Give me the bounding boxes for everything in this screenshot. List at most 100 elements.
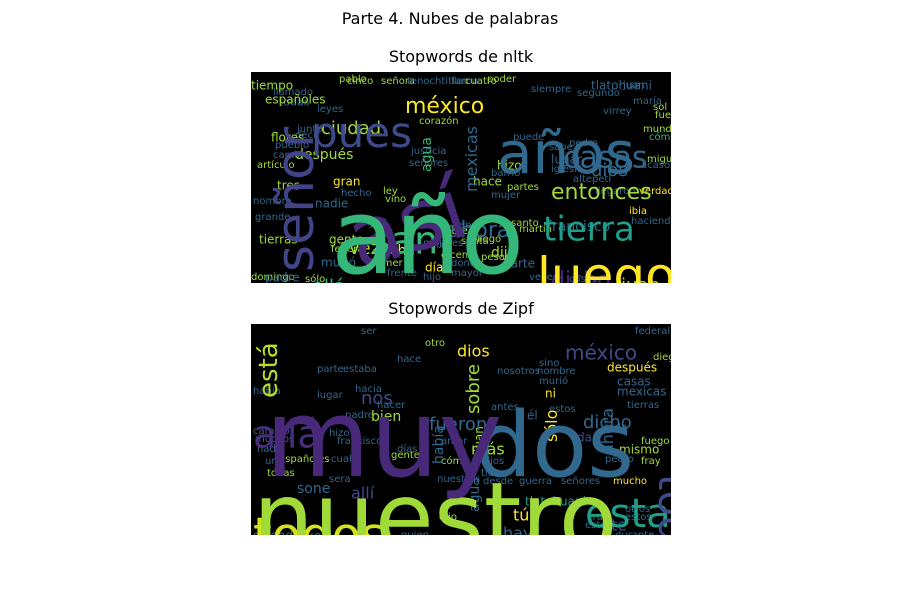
word-después: después (295, 147, 353, 163)
word-murió: murió (321, 255, 356, 269)
word-uno: uno (265, 456, 284, 467)
word-dijo: dijo (439, 512, 457, 523)
word-junto: junto (296, 124, 323, 135)
word-esto: esto (635, 530, 661, 535)
word-todas: todas (267, 468, 295, 479)
word-cual: cual (331, 454, 352, 465)
word-más: más (471, 439, 505, 458)
word-fray: fray (641, 456, 661, 467)
word-mucho: mucho (613, 476, 647, 487)
word-cada: cada (603, 422, 627, 433)
word-estos: estos (625, 512, 652, 523)
word-desde: desde (483, 476, 513, 487)
word-agua: agua (467, 477, 483, 512)
word-otro: otro (425, 338, 445, 349)
word-diego: diego (653, 352, 671, 363)
word-cruz: cruz (587, 512, 608, 523)
word-cruz: cruz (431, 240, 452, 251)
word-sone: sone (297, 481, 330, 497)
word-pobre: pobre (439, 226, 468, 237)
word-hijo: hijo (423, 272, 441, 283)
word-sino: sino (539, 358, 559, 369)
word-tierras: tierras (627, 400, 659, 411)
word-méxico: méxico (405, 94, 484, 119)
word-llamado: llamado (273, 87, 313, 98)
word-decir: decir (295, 130, 321, 141)
word-esta: esta (585, 491, 671, 535)
word-mexicas: mexicas (617, 384, 667, 398)
word-día: día (425, 260, 443, 274)
word-después: después (607, 360, 657, 374)
word-donde: donde (451, 258, 482, 269)
word-vino: vino (385, 194, 406, 205)
word-era: era (417, 518, 587, 535)
word-sólo: sólo (305, 273, 325, 283)
word-dios: dios (457, 341, 490, 360)
word-segundo: segundo (577, 88, 620, 99)
word-allí: allí (351, 483, 375, 502)
word-pueblo: pueblo (275, 140, 309, 151)
word-ibia: ibia (629, 206, 647, 217)
word-fueron: fueron (429, 414, 487, 435)
word-guerra: guerra (519, 476, 552, 487)
word-dicha: dicha (377, 243, 415, 259)
word-parte: parte (503, 256, 535, 270)
word-comer: comer (371, 258, 404, 269)
word-vez: vez (349, 238, 380, 259)
word-murió: murió (539, 375, 568, 387)
word-nada: nada (257, 444, 282, 455)
word-hacer: hacer (377, 400, 406, 411)
word-juan: juan (622, 80, 645, 91)
word-casas: casas (563, 140, 648, 175)
word-santo: santo (511, 218, 539, 229)
word-todos: todos (253, 507, 386, 535)
word-están: están (585, 519, 613, 531)
panel-title-nltk: Stopwords de nltk (388, 47, 534, 66)
word-había: había (431, 425, 447, 464)
word-ser: ser (361, 326, 377, 337)
word-pues: pues (311, 108, 412, 157)
word-grande: grande (255, 212, 290, 223)
word-allá: allá (313, 276, 345, 283)
word-cómo: cómo (441, 455, 468, 467)
word-tenochtitlan: tenochtitlan (407, 76, 467, 87)
word-llama: llama (451, 76, 479, 87)
word-señores: señores (561, 476, 600, 487)
word-todas: todas (279, 96, 310, 109)
word-estaba: estaba (343, 364, 377, 375)
word-ciudad: ciudad (253, 528, 293, 535)
word-federal: federal (635, 326, 670, 337)
word-ahora: ahora (598, 408, 617, 454)
wordcloud-zipf: fuego otro hacer hizo cual gente cómo hijos tien… (251, 324, 671, 535)
word-siempre: siempre (531, 84, 571, 95)
word-domingo: domingo (251, 272, 295, 283)
word-españoles: españoles (265, 92, 326, 106)
word-pesos: pesos (481, 252, 510, 263)
word-haciendo: haciendo (631, 216, 671, 227)
word-casas: casas (617, 374, 651, 388)
word-nadie: nadie (315, 196, 348, 210)
word-gente: gente (391, 450, 420, 461)
word-camino: camino (273, 150, 310, 161)
word-da: da (577, 430, 592, 444)
word-hace: hace (473, 174, 502, 188)
word-acaso: acaso (641, 160, 670, 171)
word-años: años (497, 119, 635, 187)
word-cuatro: cuatro (465, 76, 497, 87)
word-ellos: ellos (343, 529, 380, 535)
word-parte: parte (317, 364, 344, 375)
word-poder: poder (487, 74, 517, 85)
word-señores: señores (409, 158, 448, 169)
word-tepatl: tepatl (455, 220, 484, 231)
word-nos: nos (361, 388, 393, 409)
word-iglesia: iglesia (551, 164, 583, 175)
word-todo: todo (649, 474, 671, 535)
wordcloud-nltk: ibiahaciendo federal santa pesos mayor hijo co… (251, 72, 671, 283)
word-nuestros: nuestros (437, 474, 480, 485)
word-hecho: hecho (341, 188, 371, 199)
word-estos: estos (549, 404, 576, 415)
word-vez: vez (305, 529, 329, 535)
word-cómo: cómo (649, 131, 671, 143)
word-él: él (527, 408, 538, 422)
word-lugar: lugar (317, 390, 344, 401)
